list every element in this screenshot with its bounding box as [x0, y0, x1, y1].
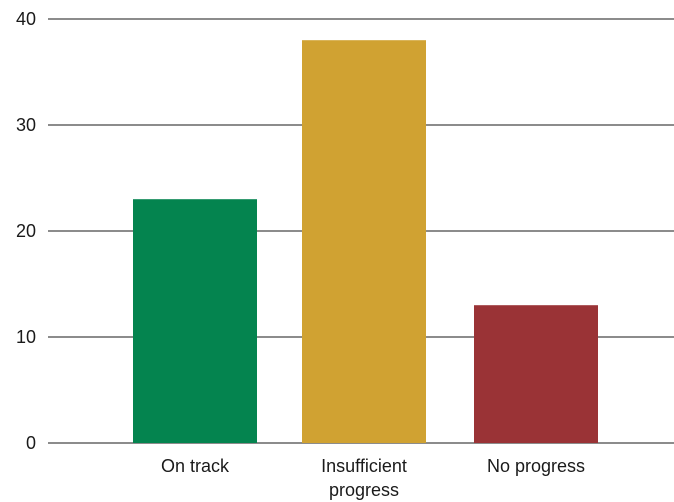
bar-no-progress — [474, 305, 598, 443]
category-label-line: progress — [329, 480, 399, 500]
y-tick-label-0: 0 — [26, 433, 36, 453]
category-label-on-track: On track — [161, 456, 230, 476]
x-axis-category-labels: On track Insufficient progress No progress — [161, 456, 585, 500]
category-label-line: Insufficient — [321, 456, 407, 476]
category-label-line: No progress — [487, 456, 585, 476]
y-tick-label-30: 30 — [16, 115, 36, 135]
bars — [133, 40, 598, 443]
category-label-line: On track — [161, 456, 230, 476]
category-label-no-progress: No progress — [487, 456, 585, 476]
category-label-insufficient-progress: Insufficient progress — [321, 456, 407, 500]
y-axis-tick-labels: 0 10 20 30 40 — [16, 9, 36, 453]
y-tick-label-20: 20 — [16, 221, 36, 241]
y-tick-label-40: 40 — [16, 9, 36, 29]
bar-insufficient-progress — [302, 40, 426, 443]
y-tick-label-10: 10 — [16, 327, 36, 347]
bar-on-track — [133, 199, 257, 443]
